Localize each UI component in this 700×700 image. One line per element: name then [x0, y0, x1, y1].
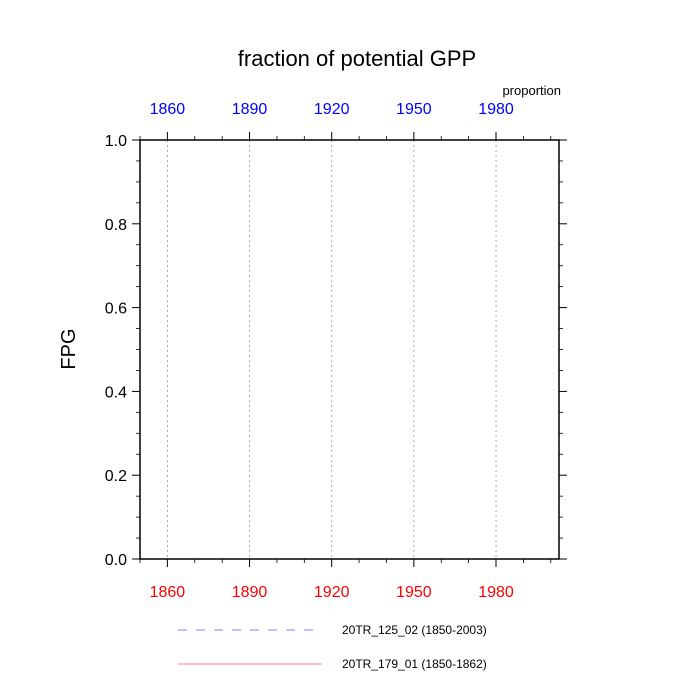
- y-tick-label: 1.0: [105, 133, 127, 150]
- chart-title: fraction of potential GPP: [238, 46, 476, 71]
- y-tick-labels: 0.0 0.2 0.4 0.6 0.8 1.0: [105, 133, 127, 569]
- legend: 20TR_125_02 (1850-2003) 20TR_179_01 (185…: [178, 623, 487, 671]
- x-tick-label-bottom: 1920: [314, 584, 350, 601]
- x-tick-label-bottom: 1950: [396, 584, 432, 601]
- y-tick-label: 0.2: [105, 468, 127, 485]
- x-tick-label-top: 1950: [396, 101, 432, 118]
- x-tick-label-bottom: 1890: [232, 584, 268, 601]
- y-tick-label: 0.8: [105, 217, 127, 234]
- x-tick-labels-top: 1860 1890 1920 1950 1980: [150, 101, 514, 118]
- x-tick-label-top: 1860: [150, 101, 186, 118]
- x-tick-label-top: 1980: [478, 101, 514, 118]
- y-axis-label: FPG: [58, 328, 80, 369]
- x-tick-label-bottom: 1980: [478, 584, 514, 601]
- y-tick-label: 0.0: [105, 552, 127, 569]
- grid-lines: [166, 140, 497, 559]
- x-tick-label-top: 1920: [314, 101, 350, 118]
- y-tick-label: 0.4: [105, 384, 127, 401]
- legend-label-series-2: 20TR_179_01 (1850-1862): [342, 657, 487, 671]
- plot-frame: [139, 139, 560, 560]
- x-tick-labels-bottom: 1860 1890 1920 1950 1980: [150, 584, 514, 601]
- x-tick-label-top: 1890: [232, 101, 268, 118]
- units-label: proportion: [502, 83, 561, 98]
- x-tick-label-bottom: 1860: [150, 584, 186, 601]
- y-tick-label: 0.6: [105, 301, 127, 318]
- legend-label-series-1: 20TR_125_02 (1850-2003): [342, 623, 487, 637]
- axis-ticks: [132, 132, 567, 567]
